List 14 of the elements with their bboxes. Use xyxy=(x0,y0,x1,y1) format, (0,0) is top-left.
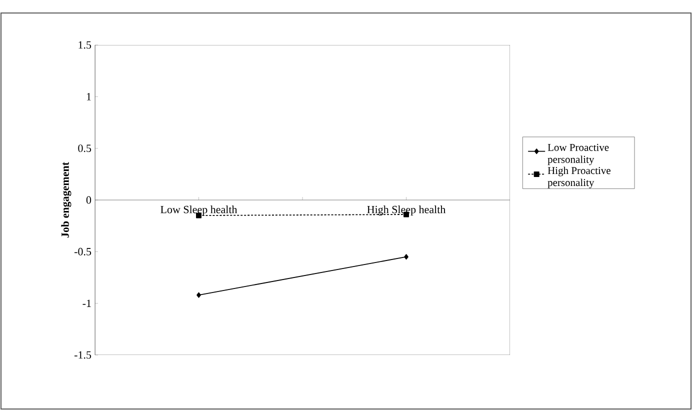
legend-label: Low Proactive personality xyxy=(548,144,609,166)
x-tick-label: Low Sleep health xyxy=(160,206,238,216)
y-tick-label: 0.5 xyxy=(78,144,92,152)
point xyxy=(196,292,201,298)
y-tick-label: -1.5 xyxy=(74,351,92,359)
y-tick-label: 0 xyxy=(86,196,92,204)
x-tick-label: High Sleep health xyxy=(367,206,446,216)
y-tick-label: 1 xyxy=(86,93,91,100)
point xyxy=(404,254,408,260)
y-tick-label: -0.5 xyxy=(74,248,92,256)
legend-label: High Proactive personality xyxy=(548,166,610,188)
y-tick-label: 1.5 xyxy=(78,41,92,49)
y-tick-label: -1 xyxy=(82,300,91,307)
y-axis-title: Job engagement xyxy=(61,162,72,238)
